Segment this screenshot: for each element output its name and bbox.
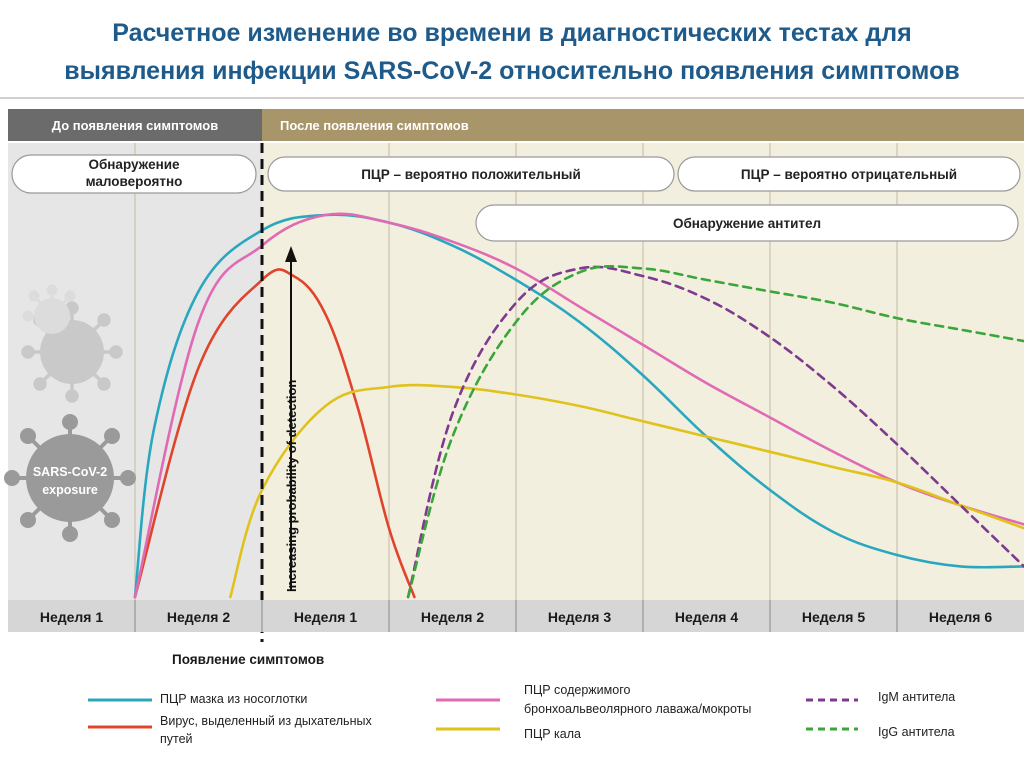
probability-arrow-label: Increasing probability of detection: [284, 380, 299, 592]
probability-arrow-head: [285, 246, 297, 262]
chart-title-line2: выявления инфекции SARS-CoV-2 относитель…: [64, 57, 960, 85]
pill-detection-unlikely-line2: маловероятно: [86, 174, 183, 189]
series-line-respiratory-virus: [133, 268, 416, 599]
series-line-stool-pcr: [229, 383, 1024, 599]
chart-title-line1: Расчетное изменение во времени в диагнос…: [112, 19, 912, 47]
pill-pcr-positive: ПЦР – вероятно положительный: [267, 156, 675, 192]
legend-label-igg-antibodies: IgG антитела: [878, 725, 955, 739]
week-label: Неделя 6: [929, 609, 993, 625]
series-line-nasopharyngeal-pcr: [133, 213, 1024, 599]
week-label: Неделя 2: [421, 609, 485, 625]
pill-detection-unlikely: Обнаружение маловероятно: [11, 154, 257, 194]
pill-detection-unlikely-line1: Обнаружение: [88, 157, 180, 172]
probability-arrow: Increasing probability of detection: [284, 246, 299, 592]
virus-icon-exposure: SARS-CoV-2 exposure: [4, 414, 136, 542]
week-label: Неделя 5: [802, 609, 866, 625]
week-label: Неделя 4: [675, 609, 739, 625]
pre-symptom-header: [8, 109, 262, 141]
legend-label-stool-pcr: ПЦР кала: [524, 727, 581, 741]
series-line-igg-antibodies: [406, 265, 1024, 599]
legend-label-nasopharyngeal-pcr: ПЦР мазка из носоглотки: [160, 692, 307, 706]
pill-pcr-positive-label: ПЦР – вероятно положительный: [361, 167, 581, 182]
post-symptom-header: [262, 109, 1024, 141]
pill-pcr-negative-label: ПЦР – вероятно отрицательный: [741, 167, 957, 182]
week-axis: Неделя 1 Неделя 2 Неделя 1 Неделя 2 Неделя 3…: [40, 600, 993, 632]
week-label: Неделя 1: [294, 609, 358, 625]
pill-antibodies: Обнаружение антител: [475, 204, 1019, 242]
chart-title: Расчетное изменение во времени в диагнос…: [0, 14, 1024, 90]
virus-label-line2: exposure: [42, 483, 98, 497]
series-layer: [133, 212, 1024, 599]
virus-icon-faded-small: [22, 284, 76, 334]
week-label: Неделя 3: [548, 609, 612, 625]
legend-label-respiratory-virus: Вирус, выделенный из дыхательных путей: [160, 714, 372, 746]
legend: ПЦР мазка из носоглотки Вирус, выделенный…: [88, 683, 955, 746]
week-label: Неделя 2: [167, 609, 231, 625]
pill-pcr-negative: ПЦР – вероятно отрицательный: [677, 156, 1021, 192]
pill-antibodies-label: Обнаружение антител: [673, 216, 821, 231]
pre-symptom-label: До появления симптомов: [52, 118, 218, 133]
legend-label-igm-antibodies: IgM антитела: [878, 690, 955, 704]
virus-label-line1: SARS-CoV-2: [33, 465, 107, 479]
series-line-bal-sputum-pcr: [133, 212, 1024, 599]
post-symptom-label: После появления симптомов: [280, 118, 469, 133]
series-line-igm-antibodies: [406, 265, 1024, 599]
legend-label-bal-sputum-pcr: ПЦР содержимого бронхоальвеолярного лаваж…: [524, 683, 751, 716]
week-label: Неделя 1: [40, 609, 104, 625]
symptom-onset-label: Появление симптомов: [172, 652, 324, 667]
